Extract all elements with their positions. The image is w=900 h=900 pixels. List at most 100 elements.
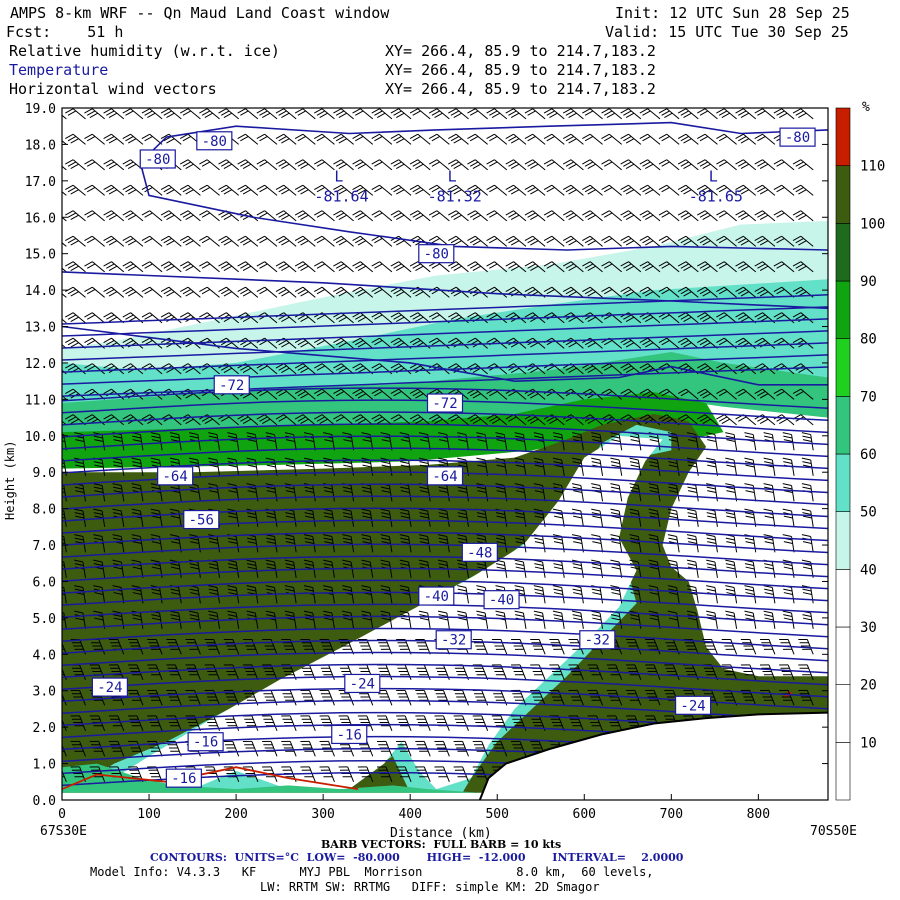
wind-barb: [128, 715, 144, 731]
wind-barb: [610, 534, 623, 553]
layer-xy-temperature: XY= 266.4, 85.9 to 214.7,183.2: [385, 61, 656, 79]
contour-label: -24: [674, 695, 712, 715]
colorbar-band: [835, 396, 851, 455]
contour-label-text: -72: [219, 378, 244, 394]
colorbar-band: [835, 107, 851, 166]
wind-barb: [208, 585, 221, 604]
y-tick-label: 12.0: [25, 357, 56, 372]
contour-label: -80: [139, 149, 176, 169]
contour-label-text: -72: [432, 396, 457, 412]
wind-barb: [396, 715, 412, 731]
wind-barb: [166, 689, 182, 706]
x-end-label: 70S50E: [810, 824, 857, 839]
contour-label-text: -80: [785, 130, 810, 146]
model-info-line1: Model Info: V4.3.3 KF MYJ PBL Morrison 8…: [90, 865, 654, 879]
colorbar-band: [835, 626, 851, 685]
wind-barb: [549, 638, 565, 655]
wind-barb: [150, 585, 163, 604]
colorbar-band: [835, 684, 851, 743]
wind-barb: [342, 508, 355, 527]
wind-barb: [377, 715, 393, 731]
contour-label-text: -16: [337, 727, 362, 743]
wind-barb: [262, 664, 278, 680]
x-tick-label: 800: [747, 807, 770, 822]
wind-barb: [721, 664, 738, 680]
layer-xy-rh: XY= 266.4, 85.9 to 214.7,183.2: [385, 42, 656, 60]
valid-time: Valid: 15 UTC Tue 30 Sep 25: [605, 23, 849, 41]
colorbar-tick-label: 30: [860, 620, 877, 636]
x-tick-label: 500: [485, 807, 508, 822]
wind-barb: [533, 457, 546, 476]
init-time: Init: 12 UTC Sun 28 Sep 25: [615, 4, 850, 22]
contour-label-text: -80: [424, 247, 449, 263]
wind-barb: [112, 610, 125, 629]
wind-barb: [399, 457, 412, 476]
contour-label: -80: [418, 244, 455, 264]
wind-barb: [686, 508, 699, 527]
y-tick-label: 7.0: [33, 539, 56, 554]
contour-label: -24: [91, 677, 128, 697]
wind-barb: [300, 689, 316, 706]
wind-barb: [552, 585, 565, 604]
wind-barb: [208, 457, 221, 476]
wind-barb: [763, 610, 776, 629]
y-tick-label: 11.0: [25, 393, 56, 408]
colorbar-tick-label: 80: [860, 332, 877, 348]
colorbar-tick-label: 100: [860, 216, 885, 232]
colorbar-tick-label: 70: [860, 389, 877, 405]
contour-label: -16: [331, 724, 368, 745]
y-tick-label: 5.0: [33, 612, 56, 627]
x-tick-label: 300: [311, 807, 334, 822]
wind-barb: [625, 664, 642, 680]
y-tick-label: 15.0: [25, 248, 56, 263]
wind-barb: [415, 715, 431, 731]
rh-region-60: [62, 392, 724, 469]
x-tick-label: 0: [58, 807, 66, 822]
wind-barb: [798, 638, 814, 655]
y-tick-label: 17.0: [25, 175, 56, 190]
contour-label: -48: [461, 542, 498, 562]
layer-name-rh: Relative humidity (w.r.t. ice): [9, 42, 280, 60]
wind-barb: [361, 585, 374, 604]
wind-barb: [284, 610, 297, 629]
wind-barb: [357, 766, 374, 782]
contour-label-text: -56: [189, 513, 214, 529]
contour-label-text: -16: [193, 735, 218, 751]
wind-barb: [303, 457, 316, 476]
wind-barb: [744, 585, 757, 604]
wind-barb: [629, 534, 642, 553]
contour-label-text: -24: [97, 680, 122, 696]
colorbar-tick-label: 60: [860, 447, 877, 463]
wind-barb: [223, 689, 240, 706]
contour-label: -72: [426, 393, 464, 413]
wind-barb: [93, 534, 106, 553]
wind-barb: [629, 457, 642, 476]
wind-barb: [323, 483, 335, 502]
wind-barb: [664, 664, 680, 680]
y-tick-label: 14.0: [25, 284, 56, 299]
contour-label-text: -80: [145, 152, 170, 168]
wind-barb: [606, 715, 623, 731]
x-start-label: 67S30E: [40, 824, 87, 839]
wind-barb: [763, 585, 776, 604]
y-tick-label: 13.0: [25, 321, 56, 336]
wind-barb: [246, 508, 259, 527]
wind-barb: [782, 483, 795, 502]
x-tick-label: 600: [573, 807, 596, 822]
contour-label-text: -48: [467, 545, 492, 561]
wind-barb: [591, 483, 604, 502]
y-tick-label: 3.0: [33, 685, 56, 700]
contour-label-text: -24: [680, 698, 705, 714]
wind-barb: [150, 610, 163, 629]
wind-barb: [93, 559, 106, 578]
wind-barb: [782, 610, 795, 629]
y-tick-label: 6.0: [33, 575, 56, 590]
contour-label: -80: [779, 127, 816, 147]
wind-barb: [571, 610, 584, 629]
wind-barb: [533, 585, 546, 604]
wind-barb: [667, 585, 680, 604]
wind-barb: [491, 715, 508, 731]
wind-barb: [591, 610, 604, 629]
wind-barb: [265, 483, 278, 502]
colorbar-tick-label: 90: [860, 274, 877, 290]
